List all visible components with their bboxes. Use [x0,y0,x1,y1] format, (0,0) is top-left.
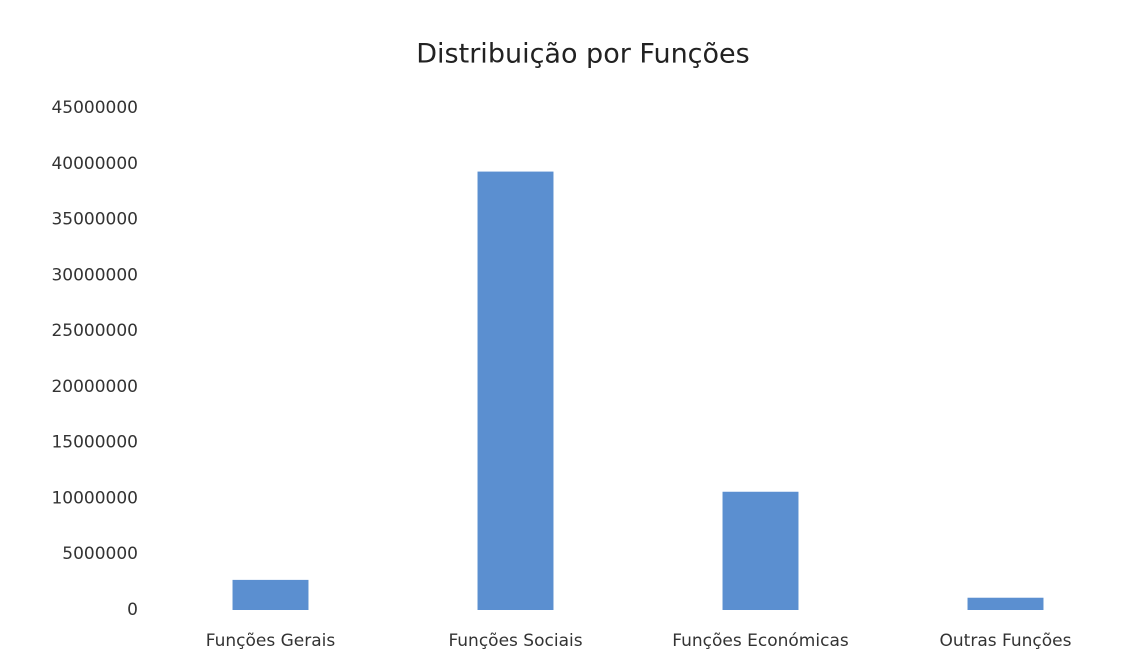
x-tick-label: Outras Funções [940,631,1072,651]
y-tick-label: 10000000 [51,488,138,508]
y-tick-label: 5000000 [62,544,138,564]
x-tick-label: Funções Sociais [448,631,582,651]
y-tick-label: 0 [127,600,138,620]
y-tick-label: 25000000 [51,321,138,341]
x-tick-label: Funções Gerais [206,631,336,651]
y-tick-label: 35000000 [51,210,138,230]
x-tick-label: Funções Económicas [672,631,849,651]
y-tick-label: 30000000 [51,265,138,285]
y-tick-label: 40000000 [51,154,138,174]
chart-title: Distribuição por Funções [416,39,749,70]
y-tick-label: 45000000 [51,98,138,118]
y-tick-label: 20000000 [51,377,138,397]
bar [967,597,1044,610]
bar [722,491,799,610]
y-tick-label: 15000000 [51,433,138,453]
bar [477,171,554,610]
bar [232,579,309,610]
